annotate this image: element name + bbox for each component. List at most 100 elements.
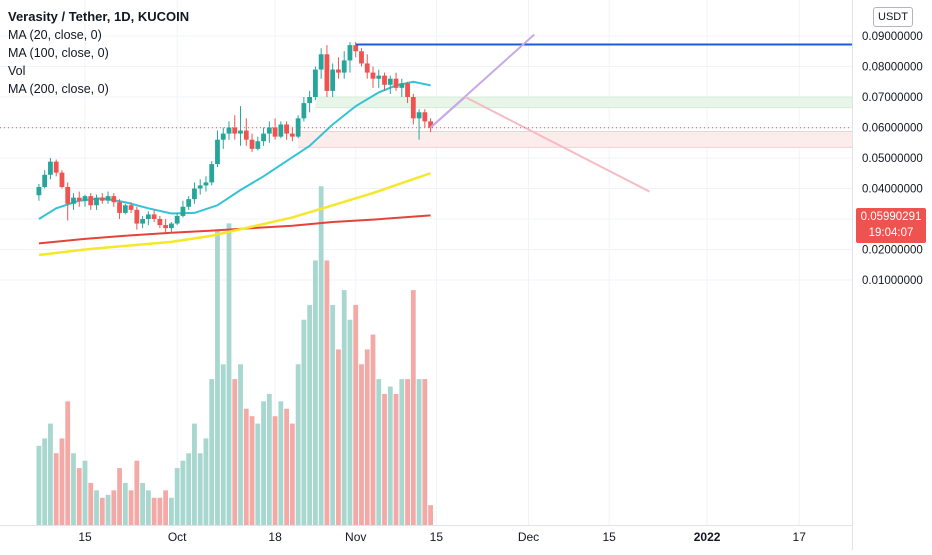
candle-body xyxy=(140,219,145,224)
volume-bar xyxy=(405,379,410,525)
demand-zone xyxy=(298,131,852,148)
currency-button[interactable]: USDT xyxy=(873,7,913,27)
candle-body xyxy=(428,121,433,128)
legend-vol[interactable]: Vol xyxy=(8,64,26,78)
candle-body xyxy=(192,188,197,200)
volume-bar xyxy=(163,490,169,525)
y-tick-label: 0.01000000 xyxy=(862,275,923,287)
candle-body xyxy=(82,196,88,201)
candle-body xyxy=(48,161,53,175)
candle-body xyxy=(105,196,111,201)
chart-legend: Verasity / Tether, 1D, KUCOIN MA (20, cl… xyxy=(8,8,189,98)
volume-bar xyxy=(387,386,393,525)
volume-bar xyxy=(169,497,174,525)
volume-bar xyxy=(82,460,88,525)
candle-body xyxy=(330,69,336,91)
x-tick-label: Dec xyxy=(518,530,539,544)
candle-body xyxy=(122,205,128,213)
y-tick-label: 0.04000000 xyxy=(862,184,923,196)
candle-body xyxy=(76,197,82,201)
projection-down xyxy=(464,96,650,193)
legend-ma100[interactable]: MA (100, close, 0) xyxy=(8,46,109,60)
volume-bar xyxy=(324,260,330,525)
candle-body xyxy=(215,139,220,165)
candle-body xyxy=(145,214,151,219)
candle-body xyxy=(186,199,192,207)
candle-body xyxy=(42,174,48,187)
volume-bar xyxy=(307,304,313,525)
volume-bar xyxy=(399,379,405,525)
candle-body xyxy=(318,54,324,70)
x-tick-label: 18 xyxy=(268,530,282,544)
candle-body xyxy=(203,182,209,186)
volume-bar xyxy=(272,416,278,525)
candle-body xyxy=(232,127,238,134)
volume-bar xyxy=(266,393,272,525)
projection-up-short xyxy=(429,96,466,129)
volume-bar xyxy=(261,401,266,525)
volume-bar xyxy=(99,497,105,525)
candle-body xyxy=(151,214,157,219)
volume-bar xyxy=(364,349,370,525)
volume-bar xyxy=(370,334,376,525)
candle-body xyxy=(393,78,399,88)
last-price-tag: 0.05990291 19:04:07 xyxy=(856,208,926,243)
volume-bar xyxy=(36,445,42,525)
volume-bar xyxy=(111,490,117,525)
volume-bar xyxy=(215,230,220,525)
volume-bar xyxy=(122,482,128,525)
volume-bar xyxy=(186,453,192,525)
x-tick-label: 15 xyxy=(430,530,444,544)
candle-body xyxy=(255,141,261,149)
volume-bar xyxy=(220,364,226,525)
volume-bar xyxy=(157,497,163,525)
volume-bar xyxy=(393,393,399,525)
candle-body xyxy=(289,133,295,137)
volume-bar xyxy=(209,379,215,525)
volume-bar xyxy=(238,364,243,525)
last-price-value: 0.05990291 xyxy=(860,211,922,223)
volume-bar xyxy=(180,460,186,525)
volume-bar xyxy=(59,438,65,525)
candle-body xyxy=(134,209,140,224)
candle-body xyxy=(307,97,313,104)
candle-body xyxy=(278,124,284,137)
candle-body xyxy=(169,223,174,229)
candle-body xyxy=(405,83,410,97)
y-tick-label: 0.09000000 xyxy=(862,31,923,43)
volume-bar xyxy=(289,423,295,525)
candle-body xyxy=(336,69,341,73)
candle-body xyxy=(353,45,359,52)
x-tick-label: Nov xyxy=(345,530,366,544)
x-tick-label: Oct xyxy=(168,530,187,544)
candle-body xyxy=(209,164,215,183)
legend-ma200[interactable]: MA (200, close, 0) xyxy=(8,82,109,96)
candle-body xyxy=(59,172,65,187)
y-tick-label: 0.05000000 xyxy=(862,153,923,165)
candle-body xyxy=(387,78,393,85)
ma200-line xyxy=(38,214,431,245)
volume-bar xyxy=(174,468,180,525)
candle-body xyxy=(94,197,99,206)
candle-body xyxy=(266,127,272,134)
volume-bar xyxy=(284,408,289,525)
candle-body xyxy=(410,97,416,119)
legend-ma20[interactable]: MA (20, close, 0) xyxy=(8,28,102,42)
candle-body xyxy=(65,186,71,204)
volume-bar xyxy=(359,364,364,525)
volume-bar xyxy=(318,186,324,525)
legend-title[interactable]: Verasity / Tether, 1D, KUCOIN xyxy=(8,9,190,24)
candle-body xyxy=(313,69,318,97)
x-tick-label: 15 xyxy=(78,530,92,544)
x-tick-label: 2022 xyxy=(694,530,721,544)
volume-bar xyxy=(128,490,134,525)
volume-bar xyxy=(249,416,255,525)
volume-bar xyxy=(428,505,433,525)
candle-body xyxy=(180,206,186,216)
candle-body xyxy=(88,196,94,206)
candle-body xyxy=(382,75,387,85)
candle-body xyxy=(117,202,122,213)
volume-bar xyxy=(48,423,53,525)
